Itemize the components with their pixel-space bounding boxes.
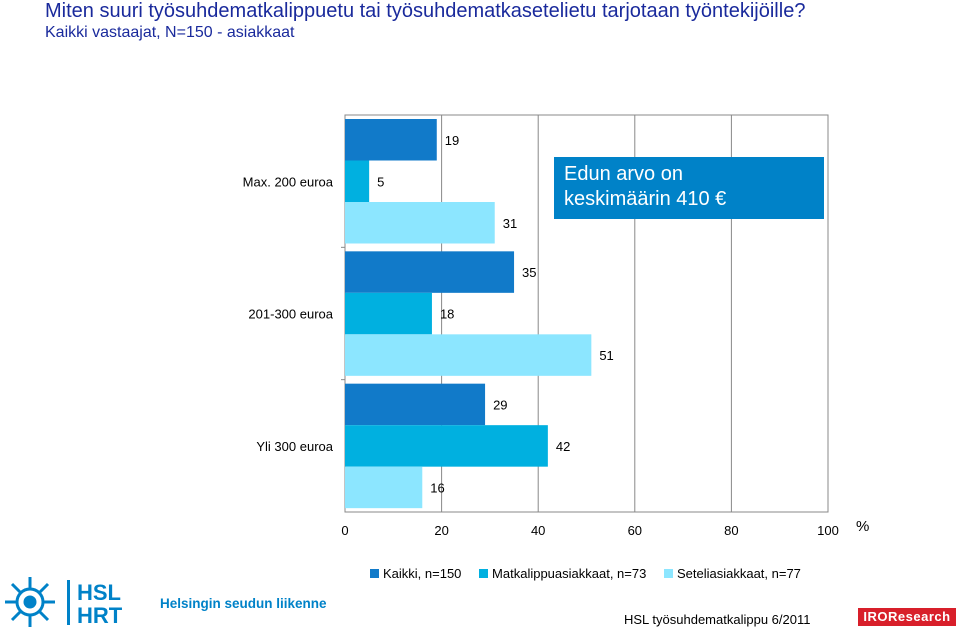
chart-title: Miten suuri työsuhdematkalippuetu tai ty… xyxy=(45,0,806,22)
bar xyxy=(345,202,495,244)
bar xyxy=(345,466,423,509)
x-tick-label: 0 xyxy=(341,523,348,538)
hsl-logo: HSL HRT Helsingin seudun liikenne xyxy=(5,577,327,628)
bar xyxy=(345,160,370,202)
legend-item-matkalippuasiakkaat: Matkalippuasiakkaat, n=73 xyxy=(479,566,646,581)
legend-swatch xyxy=(370,569,379,578)
bar-value-label: 16 xyxy=(430,480,444,495)
legend-label: Seteliasiakkaat, n=77 xyxy=(676,566,801,581)
source-note: HSL työsuhdematkalippu 6/2011 xyxy=(624,612,811,627)
category-label: Max. 200 euroa xyxy=(243,174,334,189)
bar xyxy=(345,383,486,426)
x-tick-label: 60 xyxy=(628,523,642,538)
x-tick-label: 80 xyxy=(724,523,738,538)
bar-value-label: 18 xyxy=(440,307,454,322)
bar xyxy=(345,425,548,467)
bar-chart: 0 20 40 60 80 100 19 5 31 Max. 200 euroa 35 18 51 201… xyxy=(243,114,839,538)
bar-value-label: 51 xyxy=(599,348,613,363)
bar-value-label: 5 xyxy=(377,174,384,189)
bar xyxy=(345,119,437,161)
bar-value-label: 35 xyxy=(522,265,536,280)
bar xyxy=(345,292,432,335)
hsl-emblem-icon xyxy=(5,577,55,627)
hsl-logo-tagline: Helsingin seudun liikenne xyxy=(160,596,327,611)
iro-research-logo: IROResearch xyxy=(858,608,956,626)
legend-label: Kaikki, n=150 xyxy=(383,566,462,581)
bar-value-label: 19 xyxy=(445,133,459,148)
legend-item-kaikki: Kaikki, n=150 xyxy=(370,566,461,581)
bar xyxy=(345,334,592,376)
average-value-callout: Edun arvo on keskimäärin 410 € xyxy=(554,157,824,219)
bar-value-label: 29 xyxy=(493,397,507,412)
hsl-logo-line1: HSL xyxy=(77,580,121,605)
bar xyxy=(345,251,515,293)
x-tick-label: 40 xyxy=(531,523,545,538)
bar-value-label: 31 xyxy=(503,216,517,231)
hsl-logo-line2: HRT xyxy=(77,603,123,628)
legend-swatch xyxy=(663,569,673,578)
legend-swatch xyxy=(479,569,489,578)
legend-item-seteliasiakkaat: Seteliasiakkaat, n=77 xyxy=(663,566,801,581)
category-label: Yli 300 euroa xyxy=(256,439,333,454)
bar-value-label: 42 xyxy=(556,439,570,454)
x-tick-label: 20 xyxy=(434,523,448,538)
legend-label: Matkalippuasiakkaat, n=73 xyxy=(492,566,647,581)
callout-line-2: keskimäärin 410 € xyxy=(564,188,727,210)
x-axis-unit: % xyxy=(856,518,870,535)
callout-line-1: Edun arvo on xyxy=(564,163,683,185)
category-label: 201-300 euroa xyxy=(248,307,333,322)
chart-legend: Kaikki, n=150 Matkalippuasiakkaat, n=73 … xyxy=(370,566,815,581)
x-tick-label: 100 xyxy=(817,523,839,538)
chart-subtitle: Kaikki vastaajat, N=150 - asiakkaat xyxy=(45,24,295,41)
